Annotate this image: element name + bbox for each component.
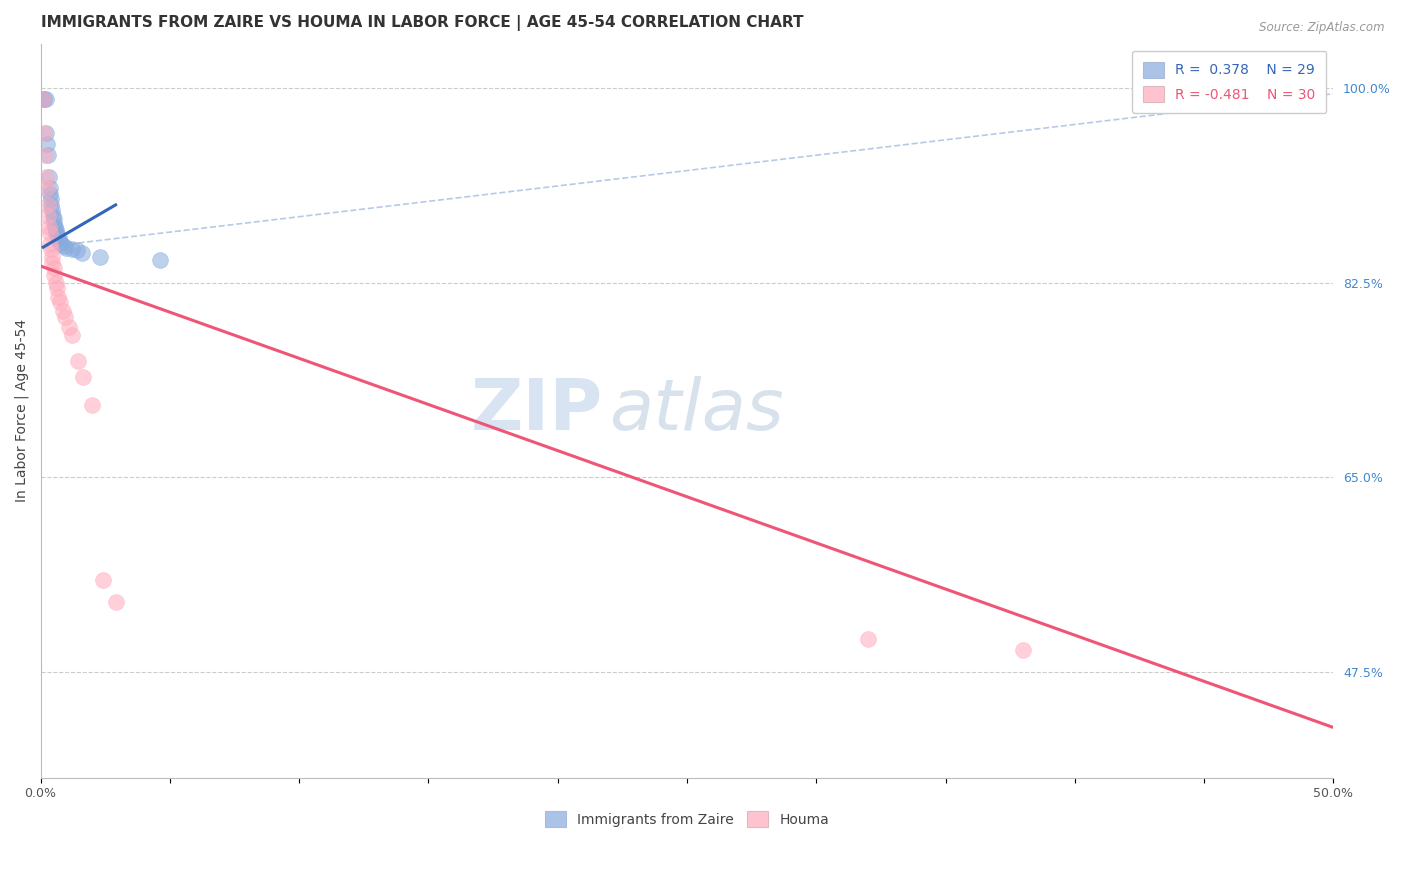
Point: [39, 243, 62, 257]
Point: [60, 243, 83, 257]
Point: [66, 244, 89, 258]
Point: [46, 290, 69, 304]
Point: [35, 92, 58, 106]
Point: [38, 220, 60, 235]
Point: [53, 310, 76, 325]
Point: [46, 227, 69, 242]
Point: [55, 241, 77, 255]
Point: [91, 573, 114, 587]
Point: [70, 245, 93, 260]
Point: [44, 268, 66, 282]
Text: atlas: atlas: [609, 376, 785, 445]
Point: [35, 170, 58, 185]
Point: [89, 250, 111, 264]
Point: [37, 198, 59, 212]
Point: [45, 223, 67, 237]
Point: [148, 253, 170, 268]
Point: [44, 220, 66, 235]
Legend: Immigrants from Zaire, Houma: Immigrants from Zaire, Houma: [536, 801, 839, 837]
Y-axis label: In Labor Force | Age 45-54: In Labor Force | Age 45-54: [15, 319, 30, 502]
Point: [58, 320, 80, 334]
Point: [67, 353, 90, 368]
Point: [35, 126, 58, 140]
Text: IMMIGRANTS FROM ZAIRE VS HOUMA IN LABOR FORCE | AGE 45-54 CORRELATION CHART: IMMIGRANTS FROM ZAIRE VS HOUMA IN LABOR …: [41, 15, 803, 31]
Point: [34, 148, 56, 162]
Point: [41, 250, 63, 264]
Point: [32, 92, 55, 106]
Point: [41, 198, 63, 212]
Point: [49, 294, 72, 309]
Point: [72, 370, 94, 384]
Point: [49, 235, 72, 249]
Point: [42, 261, 65, 276]
Point: [38, 170, 60, 185]
Point: [82, 398, 104, 412]
Point: [52, 239, 75, 253]
Point: [38, 181, 60, 195]
Point: [37, 209, 59, 223]
Point: [45, 226, 67, 240]
Point: [60, 328, 83, 343]
Point: [38, 226, 60, 240]
Point: [35, 136, 58, 151]
Point: [104, 595, 127, 609]
Point: [35, 181, 58, 195]
Point: [34, 126, 56, 140]
Point: [856, 632, 879, 646]
Point: [51, 236, 73, 251]
Point: [52, 303, 75, 318]
Point: [42, 209, 65, 223]
Point: [41, 203, 63, 218]
Point: [39, 236, 62, 251]
Point: [45, 281, 67, 295]
Point: [31, 92, 53, 106]
Point: [34, 92, 56, 106]
Point: [1012, 642, 1035, 657]
Point: [39, 186, 62, 201]
Point: [37, 148, 59, 162]
Point: [44, 217, 66, 231]
Point: [42, 212, 65, 227]
Point: [45, 276, 67, 290]
Point: [48, 231, 70, 245]
Text: Source: ZipAtlas.com: Source: ZipAtlas.com: [1260, 21, 1385, 34]
Point: [39, 192, 62, 206]
Text: ZIP: ZIP: [471, 376, 603, 445]
Point: [41, 256, 63, 270]
